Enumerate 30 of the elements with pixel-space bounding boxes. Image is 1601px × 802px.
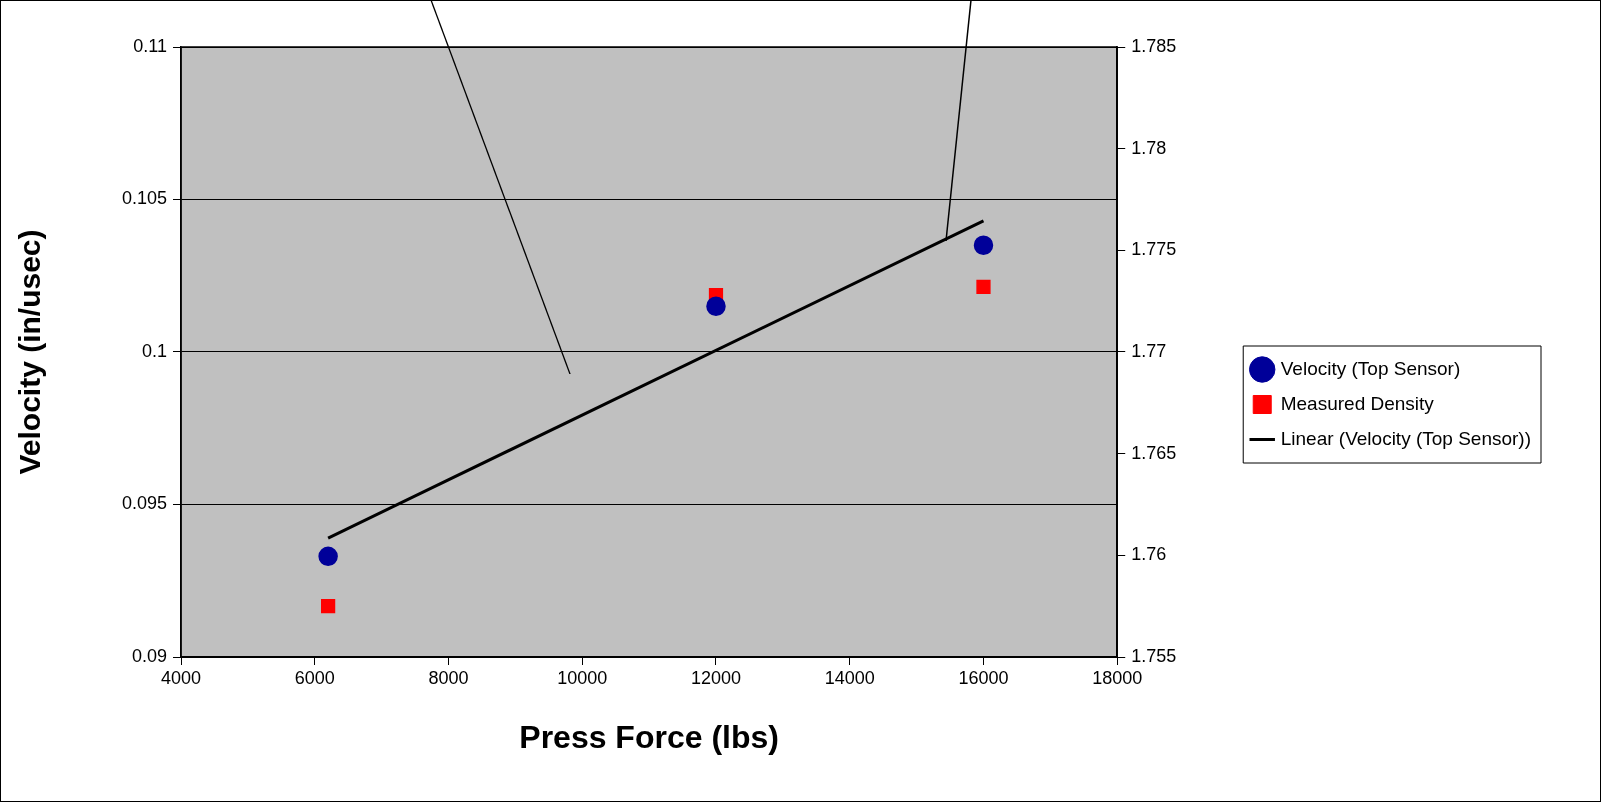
x-tick-label: 14000 (824, 667, 875, 688)
y-axis-title: Velocity (in/usec) (13, 229, 47, 475)
x-tick-label: 16000 (958, 667, 1009, 688)
y2-tick-label: 1.765 (1131, 442, 1177, 463)
point (973, 235, 994, 255)
point (976, 279, 991, 295)
y2-tick-label: 1.755 (1131, 645, 1177, 666)
legend-label: Linear (Velocity (Top Sensor)) (1280, 427, 1532, 449)
x-tick-label: 10000 (557, 667, 608, 688)
legend-label: Velocity (Top Sensor) (1280, 357, 1461, 379)
y2-tick-label: 1.78 (1131, 137, 1167, 158)
y-tick-label: 0.11 (133, 35, 167, 56)
x-tick-label: 12000 (690, 667, 742, 688)
point (321, 599, 336, 614)
x-tick-label: 4000 (160, 667, 202, 688)
point (706, 296, 726, 316)
y2-tick-label: 1.775 (1131, 239, 1177, 260)
y-tick-label: 0.1 (141, 340, 167, 361)
x-tick-label: 8000 (428, 667, 469, 688)
x-axis-title: Press Force (lbs) (519, 718, 779, 755)
y2-tick-label: 1.77 (1131, 340, 1167, 361)
y-tick-label: 0.105 (121, 188, 167, 209)
x-tick-label: 6000 (294, 667, 335, 688)
y-tick-label: 0.095 (121, 493, 167, 514)
legend-label: Measured Density (1280, 392, 1435, 414)
point (318, 546, 338, 567)
y-tick-label: 0.09 (131, 645, 167, 666)
y2-tick-label: 1.76 (1131, 544, 1167, 565)
x-tick-label: 18000 (1092, 667, 1143, 688)
y2-tick-label: 1.785 (1131, 35, 1177, 56)
